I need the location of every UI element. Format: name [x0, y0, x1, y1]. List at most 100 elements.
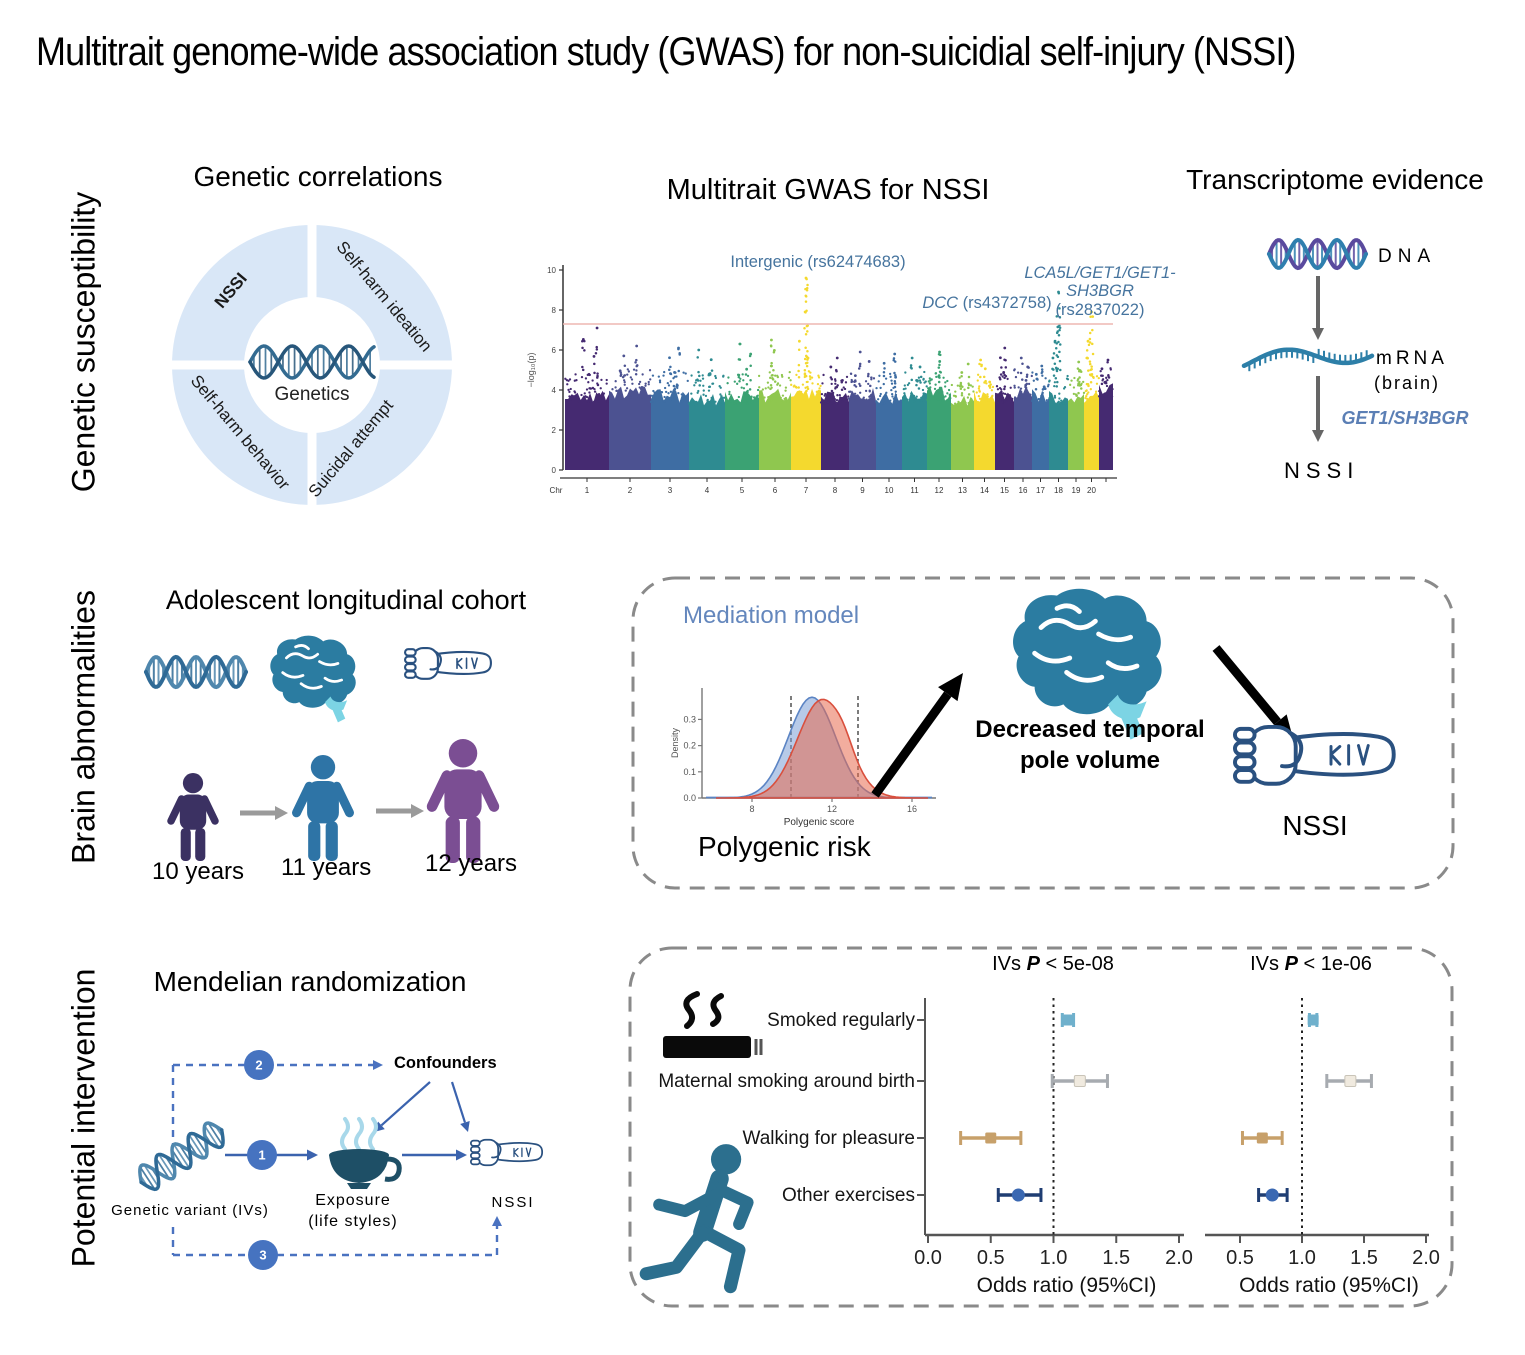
svg-text:5: 5	[740, 486, 745, 495]
svg-text:3: 3	[668, 486, 673, 495]
svg-text:Walking for pleasure: Walking for pleasure	[743, 1128, 915, 1149]
svg-text:DCC (rs4372758): DCC (rs4372758)	[922, 294, 1051, 312]
svg-text:4: 4	[552, 386, 557, 395]
self-injury-wrist-icon	[1233, 724, 1396, 786]
svg-text:2: 2	[552, 426, 557, 435]
svg-text:20: 20	[1087, 486, 1096, 495]
polygenic-risk-density-plot: 0.0 0.1 0.2 0.3 8 12 16 Density Polygenic score	[670, 688, 936, 828]
svg-text:(rs2837022): (rs2837022)	[1056, 301, 1145, 319]
svg-text:2: 2	[255, 1058, 262, 1073]
genetic-correlations-title: Genetic correlations	[193, 161, 443, 192]
confounders-label: Confounders	[394, 1054, 497, 1072]
forest-panel1-header: IVs P < 5e-08	[958, 953, 1148, 976]
svg-text:Smoked regularly: Smoked regularly	[767, 1010, 915, 1031]
svg-text:7: 7	[804, 486, 809, 495]
svg-text:6: 6	[552, 346, 557, 355]
svg-text:8: 8	[833, 486, 838, 495]
transcriptome-nssi-label: NSSI	[1284, 458, 1360, 483]
exposure-label: Exposure	[315, 1192, 391, 1209]
age-label-10: 10 years	[152, 858, 245, 885]
svg-text:Odds ratio (95%CI): Odds ratio (95%CI)	[977, 1274, 1157, 1297]
mr-nssi-label: NSSI	[491, 1194, 535, 1211]
svg-text:8: 8	[749, 804, 754, 814]
gene-label: GET1/SH3BGR	[1341, 408, 1469, 428]
svg-text:1: 1	[585, 486, 590, 495]
row-label-brain-abnormalities: Brain abnormalities	[65, 590, 102, 864]
brain-icon	[270, 635, 356, 723]
brain-icon	[1013, 588, 1162, 740]
svg-text:Chr: Chr	[550, 486, 563, 495]
polygenic-risk-label: Polygenic risk	[698, 831, 871, 862]
exposure-sub-label: (life styles)	[308, 1213, 398, 1230]
age-progression-figures	[167, 739, 500, 863]
svg-text:10: 10	[885, 486, 894, 495]
svg-text:0.2: 0.2	[683, 741, 696, 751]
svg-text:15: 15	[1000, 486, 1009, 495]
svg-text:Intergenic (rs62474683): Intergenic (rs62474683)	[730, 253, 905, 271]
runner-icon	[639, 1144, 754, 1294]
header-p: P	[1284, 953, 1298, 975]
row-label-potential-intervention: Potential intervention	[65, 968, 102, 1268]
svg-text:Maternal smoking around birth: Maternal smoking around birth	[658, 1071, 915, 1092]
forest-plots: Smoked regularly Maternal smoking around …	[658, 998, 1440, 1297]
row-label-genetic-susceptibility: Genetic susceptibility	[65, 191, 102, 493]
svg-text:2.0: 2.0	[1165, 1247, 1193, 1269]
dna-label: DNA	[1378, 246, 1437, 267]
svg-text:0.1: 0.1	[683, 767, 696, 777]
mediation-arrows	[871, 645, 1294, 798]
mrna-brain-label: (brain)	[1374, 373, 1441, 393]
transcriptome-arrows	[1312, 276, 1324, 442]
exposure-cup-icon	[329, 1117, 402, 1189]
svg-text:Density: Density	[670, 727, 680, 758]
self-injury-wrist-icon	[404, 647, 492, 680]
forest-box-border	[628, 946, 1454, 1308]
age-label-12: 12 years	[425, 850, 518, 877]
mediation-box-border	[631, 576, 1455, 890]
forest-panel2-header: IVs P < 1e-06	[1216, 953, 1406, 976]
svg-text:9: 9	[860, 486, 865, 495]
mr-diagram: 1 2 3	[171, 1050, 502, 1270]
svg-text:Genetics: Genetics	[275, 384, 350, 405]
mr-title: Mendelian randomization	[153, 966, 467, 997]
svg-text:17: 17	[1036, 486, 1045, 495]
cohort-title: Adolescent longitudinal cohort	[165, 585, 527, 615]
header-p: P	[1026, 953, 1040, 975]
svg-text:4: 4	[705, 486, 710, 495]
svg-text:Polygenic score: Polygenic score	[784, 817, 855, 828]
svg-text:3: 3	[259, 1248, 266, 1263]
age-label-11: 11 years	[281, 854, 372, 881]
svg-text:16: 16	[1019, 486, 1028, 495]
svg-text:8: 8	[552, 306, 557, 315]
svg-text:12: 12	[935, 486, 944, 495]
figure-title: Multitrait genome-wide association study…	[36, 30, 1296, 74]
mediator-label: Decreased temporal pole volume	[975, 716, 1205, 775]
mrna-label: mRNA	[1376, 348, 1448, 369]
svg-text:Odds ratio (95%CI): Odds ratio (95%CI)	[1239, 1274, 1419, 1297]
self-injury-wrist-icon	[470, 1138, 544, 1167]
svg-text:19: 19	[1072, 486, 1081, 495]
mrna-icon	[1241, 347, 1375, 372]
svg-text:14: 14	[980, 486, 989, 495]
svg-text:Other exercises: Other exercises	[782, 1185, 915, 1206]
dna-icon	[1267, 237, 1368, 271]
svg-text:10: 10	[547, 266, 556, 275]
svg-text:1.5: 1.5	[1102, 1247, 1130, 1269]
svg-text:0.0: 0.0	[914, 1247, 942, 1269]
header-prefix: IVs	[992, 953, 1027, 975]
svg-text:−log₁₀(p): −log₁₀(p)	[526, 352, 536, 387]
svg-text:0.3: 0.3	[683, 714, 696, 724]
svg-text:0.0: 0.0	[683, 793, 696, 803]
svg-text:18: 18	[1054, 486, 1063, 495]
svg-text:SH3BGR: SH3BGR	[1066, 282, 1134, 300]
svg-text:1: 1	[258, 1148, 265, 1163]
cigarette-icon	[663, 991, 763, 1058]
header-threshold: < 1e-06	[1297, 953, 1372, 975]
mediation-nssi-label: NSSI	[1282, 810, 1348, 841]
genetic-variant-label: Genetic variant (IVs)	[111, 1202, 269, 1219]
svg-text:13: 13	[958, 486, 967, 495]
svg-text:1.5: 1.5	[1350, 1247, 1378, 1269]
svg-text:2: 2	[628, 486, 633, 495]
